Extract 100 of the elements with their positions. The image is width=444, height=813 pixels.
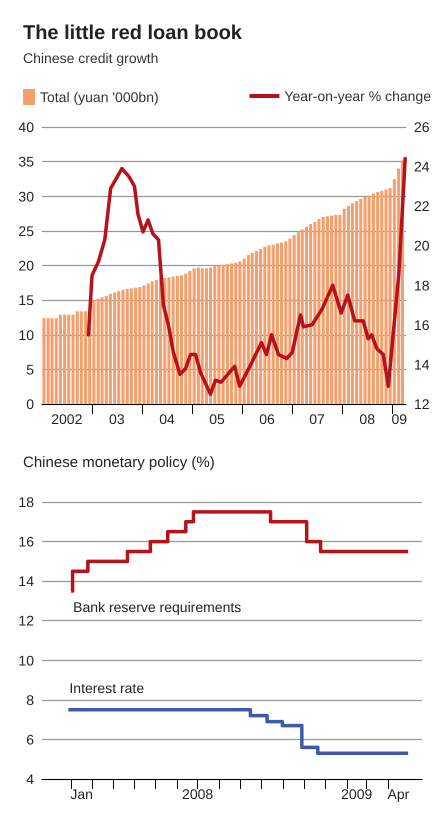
x-tick-label: 07: [309, 411, 326, 427]
x-tick-label: 2009: [341, 786, 372, 802]
bar: [184, 274, 188, 404]
x-tick-label: Apr: [387, 786, 410, 802]
bar: [342, 208, 346, 404]
bar: [288, 238, 292, 404]
chart-subtitle: Chinese credit growth: [23, 50, 158, 66]
bar: [368, 196, 371, 404]
bar: [121, 290, 125, 404]
bar: [100, 297, 104, 404]
chart-title: Chinese monetary policy (%): [23, 454, 215, 471]
bar: [80, 311, 83, 404]
x-tick-label: Jan: [70, 786, 93, 802]
y-tick-label: 30: [18, 188, 34, 204]
bar: [126, 289, 129, 404]
y-tick-label: 5: [26, 361, 34, 378]
x-tick-label: 04: [159, 411, 175, 427]
bar: [359, 199, 362, 404]
y-tick-label: 6: [26, 731, 34, 748]
bar: [217, 266, 220, 404]
bar: [372, 193, 375, 404]
y-tick-label: 40: [18, 119, 34, 135]
bar: [96, 298, 100, 404]
bar: [280, 242, 284, 404]
x-tick-label: 08: [359, 411, 376, 427]
bar: [154, 280, 158, 404]
y2-tick-label: 18: [414, 277, 430, 294]
y-tick-label: 10: [18, 652, 34, 668]
bar: [204, 268, 208, 404]
bar: [58, 314, 62, 404]
bar: [380, 190, 384, 404]
y-tick-label: 0: [26, 396, 34, 412]
bar: [142, 286, 146, 404]
bar: [254, 250, 258, 404]
bar: [309, 224, 312, 404]
bar: [113, 292, 116, 404]
bar: [304, 226, 308, 404]
bar: [138, 286, 142, 404]
legend-label: Year-on-year % change: [284, 88, 432, 104]
x-tick-label: 06: [259, 411, 276, 427]
bar: [363, 196, 367, 404]
bar: [134, 288, 138, 404]
bar: [146, 284, 150, 404]
y2-tick-label: 24: [414, 158, 430, 175]
bar: [350, 203, 354, 404]
bar: [54, 318, 58, 404]
bar: [334, 214, 338, 404]
bar: [284, 241, 288, 404]
bar: [263, 246, 266, 404]
bar: [355, 201, 358, 404]
y-tick-label: 20: [18, 258, 34, 274]
y-tick-label: 25: [18, 222, 34, 239]
y2-tick-label: 22: [414, 198, 430, 214]
bar: [222, 264, 225, 404]
bar: [246, 255, 250, 404]
series-label: Interest rate: [69, 680, 144, 696]
x-tick-label: 03: [109, 411, 125, 427]
bar: [226, 264, 229, 404]
bar: [150, 281, 154, 404]
bar: [84, 311, 88, 404]
legend-label: Total (yuan '000bn): [40, 89, 159, 105]
bar: [209, 268, 212, 404]
y2-tick-label: 14: [414, 356, 430, 372]
bar: [242, 258, 246, 404]
bar: [71, 314, 75, 404]
bar: [317, 219, 321, 404]
bar: [326, 216, 330, 404]
bar: [313, 222, 316, 404]
y-tick-label: 35: [18, 154, 34, 170]
bar: [259, 248, 262, 404]
y2-tick-label: 12: [414, 396, 430, 412]
bar: [76, 311, 79, 404]
bar: [230, 263, 234, 404]
bar: [322, 217, 325, 404]
bar: [213, 266, 216, 404]
y-tick-label: 15: [18, 292, 34, 308]
line-series: [86, 156, 407, 396]
bar: [108, 294, 112, 404]
bar: [180, 275, 184, 404]
y-tick-label: 10: [18, 326, 34, 343]
bar: [67, 314, 70, 404]
y-tick-label: 14: [18, 573, 34, 590]
x-tick-label: 2002: [51, 411, 83, 427]
series-label: Bank reserve requirements: [73, 599, 242, 616]
x-tick-label: 09: [391, 411, 408, 427]
bar: [192, 268, 196, 404]
y2-tick-label: 20: [414, 238, 430, 254]
y-tick-label: 16: [18, 534, 34, 550]
bar: [130, 288, 133, 404]
bar: [250, 253, 254, 404]
bar: [92, 300, 96, 404]
bar: [117, 291, 120, 404]
bar: [104, 296, 108, 404]
bar: [276, 243, 279, 404]
bar: [346, 206, 350, 404]
bar: [200, 268, 204, 404]
bar: [272, 244, 275, 404]
y2-tick-label: 16: [414, 316, 430, 333]
bar: [188, 271, 192, 404]
y-tick-label: 12: [18, 612, 34, 629]
